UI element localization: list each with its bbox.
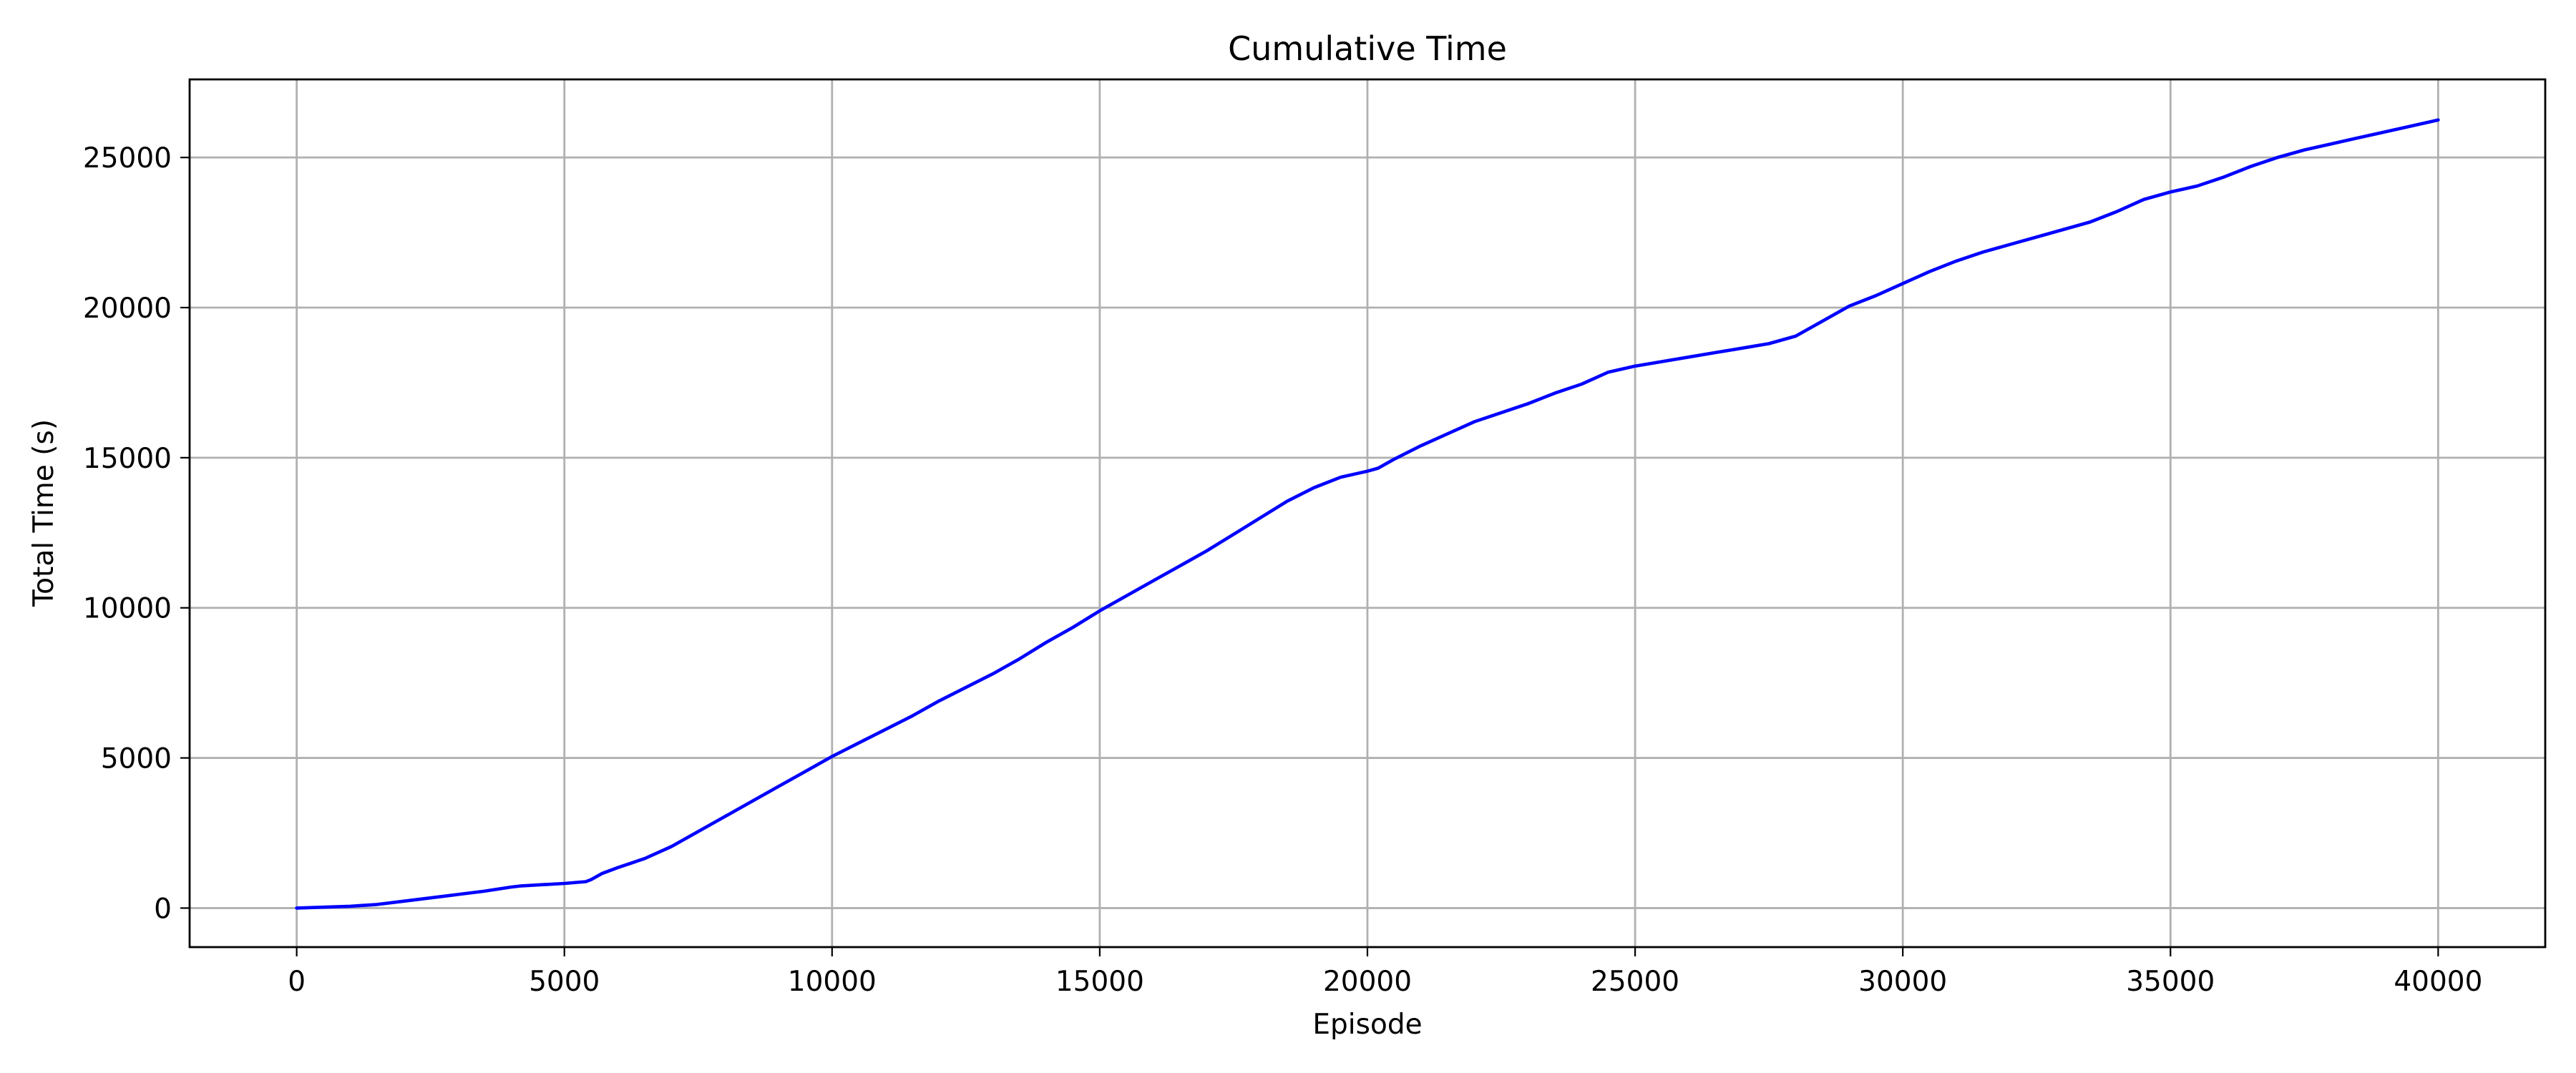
y-tick-label: 20000 [83,293,172,325]
x-tick-label: 15000 [1055,966,1144,998]
y-tick-label: 15000 [83,443,172,475]
x-tick-label: 30000 [1858,966,1947,998]
y-tick-label: 10000 [83,593,172,625]
x-tick-label: 20000 [1323,966,1412,998]
chart-title: Cumulative Time [1228,29,1507,68]
grid [190,79,2545,947]
x-axis-label: Episode [1312,1009,1422,1041]
x-tick-label: 40000 [2394,966,2482,998]
x-axis-ticks: 0 5000 10000 15000 20000 25000 30000 35000 40000 [288,947,2482,998]
series-layer [295,118,2440,910]
series-line [295,118,2440,910]
y-axis-ticks: 0 5000 10000 15000 20000 25000 [83,142,190,925]
y-tick-label: 5000 [101,743,172,775]
x-tick-label: 35000 [2126,966,2215,998]
y-tick-label: 25000 [83,142,172,175]
y-tick-label: 0 [154,893,172,925]
x-tick-label: 25000 [1591,966,1679,998]
x-tick-label: 10000 [788,966,877,998]
x-tick-label: 5000 [529,966,600,998]
x-tick-label: 0 [288,966,306,998]
y-axis-label: Total Time (s) [28,419,60,607]
